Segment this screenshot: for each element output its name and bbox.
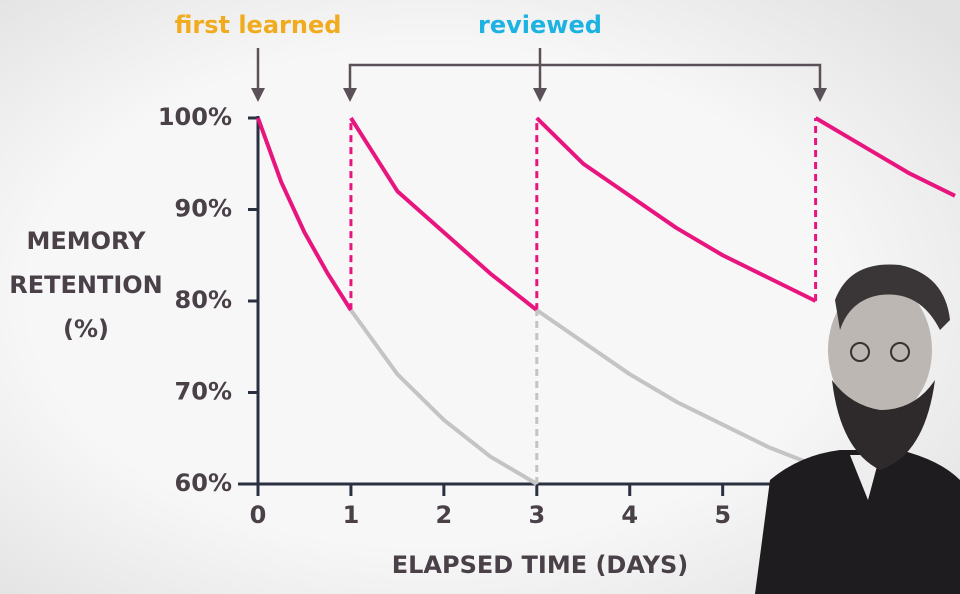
y-tick-label: 60% [175, 469, 232, 497]
y-axis-label: RETENTION [9, 271, 163, 299]
x-tick-label: 2 [436, 501, 453, 529]
y-tick-label: 90% [175, 195, 232, 223]
annotation: reviewed [478, 11, 602, 39]
line [349, 308, 817, 486]
x-tick-label: 5 [714, 501, 731, 529]
x-tick-label: 0 [250, 501, 267, 529]
line [256, 116, 956, 312]
annotation-arrows [251, 48, 827, 102]
x-tick-label: 3 [528, 501, 545, 529]
y-tick-label: 100% [158, 103, 232, 131]
y-tick-label: 70% [175, 378, 232, 406]
x-axis-label: ELAPSED TIME (DAYS) [392, 551, 689, 579]
plot: 100% 90% 80% 70% 60% 0 1 2 3 4 5 [158, 103, 960, 529]
y-axis-label: (%) [63, 315, 109, 343]
x-tick-label: 4 [621, 501, 638, 529]
y-axis-label: MEMORY [26, 227, 146, 255]
portrait [755, 264, 960, 594]
x-tick-label: 1 [343, 501, 360, 529]
y-tick-label: 80% [175, 286, 232, 314]
annotation: first learned [175, 11, 342, 39]
